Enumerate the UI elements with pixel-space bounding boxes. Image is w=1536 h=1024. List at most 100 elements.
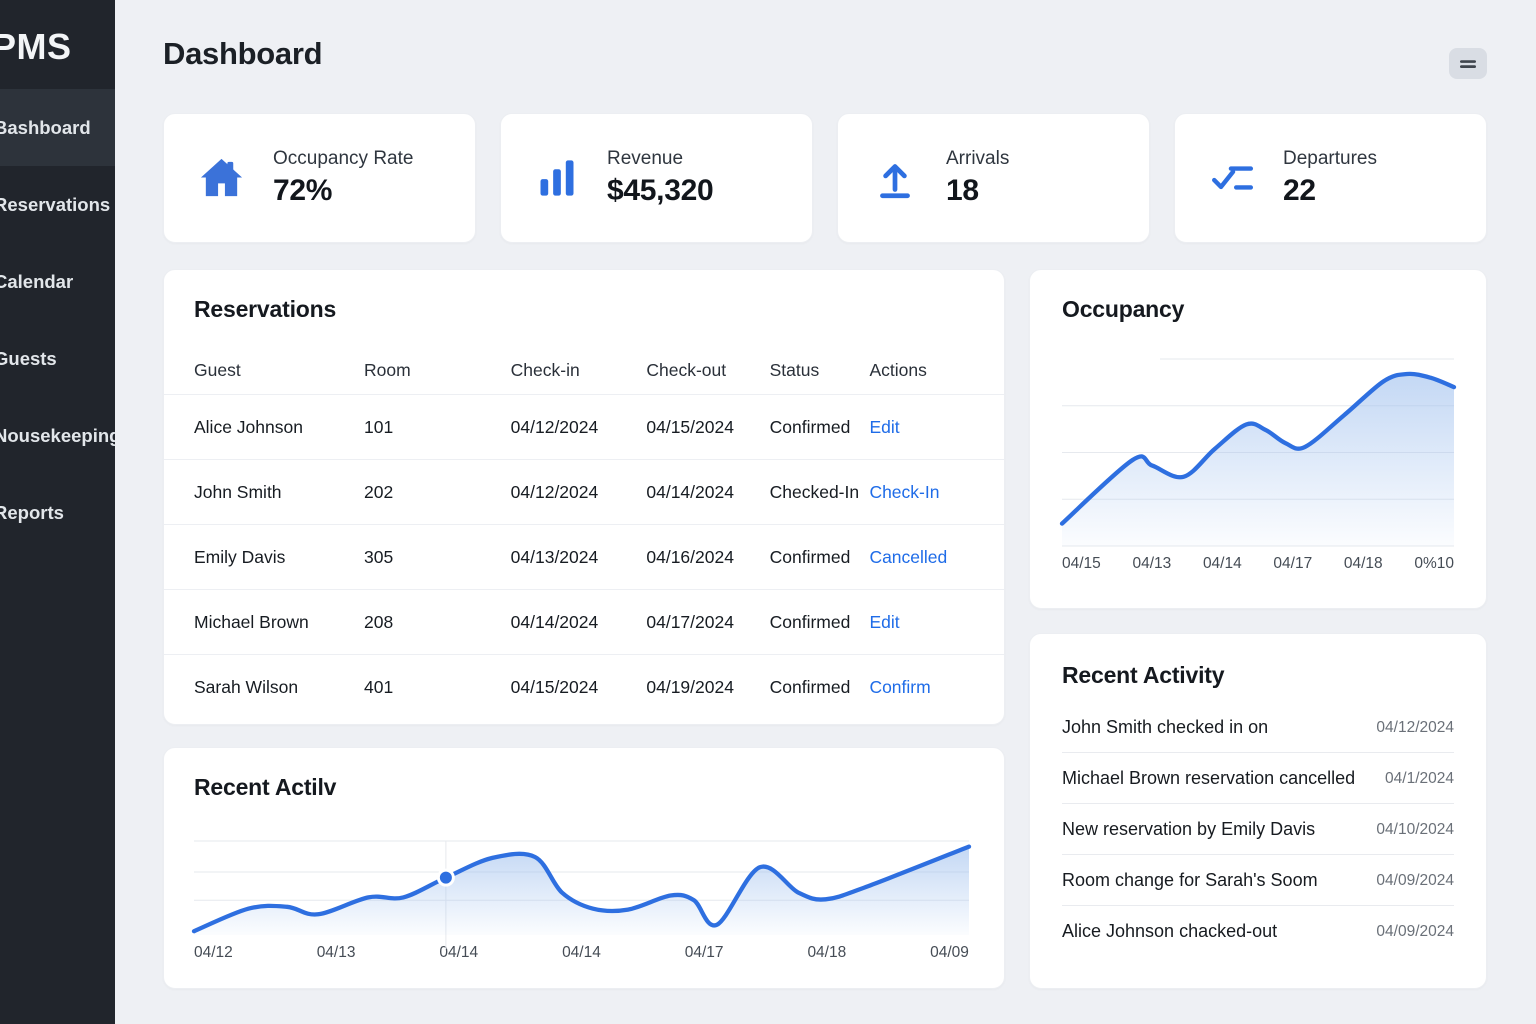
x-tick-label: 04/14 xyxy=(439,944,479,961)
hamburger-icon xyxy=(1458,56,1478,72)
cell-check-out: 04/14/2024 xyxy=(646,481,734,502)
x-tick-label: 04/18 xyxy=(807,944,847,961)
cell-guest: Michael Brown xyxy=(194,611,309,632)
stat-value: 18 xyxy=(946,174,979,207)
house-icon xyxy=(198,155,245,202)
occupancy-chart-x-axis: 04/15 04/13 04/14 04/17 04/18 0%10 xyxy=(1062,555,1454,573)
activity-item: Alice Johnson chacked-out 04/09/2024 xyxy=(1062,906,1454,956)
activity-list: John Smith checked in on 04/12/2024 Michae… xyxy=(1062,702,1454,956)
stat-value: 22 xyxy=(1283,174,1316,207)
x-tick-label: 04/09 xyxy=(930,944,969,961)
recent-activity-trend-chart xyxy=(191,840,972,949)
trend-line xyxy=(1059,371,1457,526)
area-fill xyxy=(1062,373,1454,546)
activity-text: Alice Johnson chacked-out xyxy=(1062,921,1278,941)
action-link-check-in[interactable]: Check-In xyxy=(869,481,940,502)
activity-date: 04/1/2024 xyxy=(1385,769,1454,787)
activity-item: Room change for Sarah's Soom 04/09/2024 xyxy=(1062,855,1454,906)
x-tick-label: 04/15 xyxy=(1062,555,1101,572)
stat-card-revenue: Revenue $45,320 xyxy=(500,113,813,243)
occupancy-panel: Occupancy 04/15 04/13 04/14 04/17 04/18 0%10 xyxy=(1029,269,1487,609)
column-header-check-out: Check-out xyxy=(646,360,727,380)
page-header: Dashboard xyxy=(163,36,1487,79)
table-row: Emily Davis 305 04/13/2024 04/16/2024 Confir… xyxy=(164,525,1004,590)
arrival-arrow-icon xyxy=(872,155,918,201)
activity-item: Michael Brown reservation cancelled 04/1/… xyxy=(1062,753,1454,804)
stat-value: $45,320 xyxy=(607,174,714,207)
action-link-edit[interactable]: Edit xyxy=(869,611,900,632)
sidebar-item-reports[interactable]: Reports xyxy=(0,474,115,551)
x-tick-label: 04/17 xyxy=(1273,555,1313,572)
stat-card-occupancy-rate: Occupancy Rate 72% xyxy=(163,113,476,243)
sidebar-item-label: Reports xyxy=(0,501,64,523)
table-row: John Smith 202 04/12/2024 04/14/2024 Checked… xyxy=(164,460,1004,525)
recent-activity-chart-panel: Recent Actilv 04/12 04/13 04/14 04/14 04/17 0… xyxy=(163,747,1005,989)
app-logo: PMS xyxy=(0,26,72,67)
x-tick-label: 04/18 xyxy=(1343,555,1383,572)
sidebar-nav: Bashboard Reservations Calendar Guests Nouse… xyxy=(0,89,115,551)
stat-label: Departures xyxy=(1283,148,1377,169)
table-row: Michael Brown 208 04/14/2024 04/17/2024 Conf… xyxy=(164,590,1004,655)
occupancy-chart xyxy=(1059,358,1457,547)
bar-chart-icon xyxy=(535,156,579,200)
sidebar-item-label: Calendar xyxy=(0,270,74,292)
cell-status: Confirmed xyxy=(769,677,851,697)
activity-item: New reservation by Emily Davis 04/10/2024 xyxy=(1062,804,1454,855)
sidebar: PMS Bashboard Reservations Calendar Guests N… xyxy=(0,0,115,1024)
recent-activity-chart-x-axis: 04/12 04/13 04/14 04/14 04/17 04/18 04/09 xyxy=(194,944,969,962)
cell-check-in: 04/15/2024 xyxy=(510,677,599,697)
sidebar-item-calendar[interactable]: Calendar xyxy=(0,243,115,320)
main-content: Dashboard Occupancy Rate 72% Revenue $45,32… xyxy=(115,0,1536,1024)
table-row: Alice Johnson 101 04/12/2024 04/15/2024 Conf… xyxy=(164,395,1004,460)
activity-text: John Smith checked in on xyxy=(1062,717,1269,737)
stat-label: Arrivals xyxy=(946,148,1010,169)
cell-status: Checked-In xyxy=(769,481,860,502)
cell-room: 202 xyxy=(364,481,394,502)
x-tick-label: 04/12 xyxy=(194,944,233,961)
data-point-marker xyxy=(436,868,455,887)
sidebar-item-label: Bashboard xyxy=(0,116,91,138)
cell-guest: Emily Davis xyxy=(194,546,286,567)
sidebar-item-label: Nousekeeping xyxy=(0,424,115,446)
stats-row: Occupancy Rate 72% Revenue $45,320 Arrivals 1… xyxy=(163,113,1487,243)
occupancy-svg xyxy=(1059,358,1457,547)
stat-card-arrivals: Arrivals 18 xyxy=(837,113,1150,243)
column-header-status: Status xyxy=(769,360,820,380)
sidebar-item-bashboard[interactable]: Bashboard xyxy=(0,89,115,166)
activity-title: Recent Activity xyxy=(1062,662,1225,688)
table-header-row: Guest Room Check-in Check-out Status Actions xyxy=(164,347,1004,395)
cell-check-out: 04/15/2024 xyxy=(646,416,734,437)
cell-status: Confirmed xyxy=(769,546,851,567)
column-header-actions: Actions xyxy=(869,360,927,380)
sidebar-item-guests[interactable]: Guests xyxy=(0,320,115,397)
occupancy-title: Occupancy xyxy=(1062,296,1185,322)
cell-guest: Alice Johnson xyxy=(194,416,303,437)
stat-card-departures: Departures 22 xyxy=(1174,113,1487,243)
cell-check-out: 04/19/2024 xyxy=(646,677,734,697)
cell-check-in: 04/14/2024 xyxy=(510,611,599,632)
cell-check-in: 04/12/2024 xyxy=(510,481,599,502)
stat-label: Occupancy Rate xyxy=(273,148,414,169)
x-tick-label: 04/14 xyxy=(562,944,601,961)
x-tick-label: 04/14 xyxy=(1202,555,1242,572)
activity-text: Room change for Sarah's Soom xyxy=(1062,870,1318,890)
menu-button[interactable] xyxy=(1449,48,1487,79)
activity-text: Michael Brown reservation cancelled xyxy=(1062,768,1356,788)
cell-room: 401 xyxy=(364,677,394,697)
area-fill xyxy=(194,846,969,935)
sidebar-item-reservations[interactable]: Reservations xyxy=(0,166,115,243)
column-header-check-in: Check-in xyxy=(510,360,580,380)
stat-value: 72% xyxy=(273,174,333,207)
action-link-edit[interactable]: Edit xyxy=(869,416,900,437)
x-tick-label: 04/13 xyxy=(316,944,356,961)
action-link-cancelled[interactable]: Cancelled xyxy=(869,546,948,567)
cell-check-in: 04/13/2024 xyxy=(510,546,599,567)
activity-date: 04/10/2024 xyxy=(1376,820,1454,838)
departure-checklist-icon xyxy=(1209,155,1255,201)
reservations-table: Guest Room Check-in Check-out Status Actions A… xyxy=(164,347,1004,720)
action-link-confirm[interactable]: Confirm xyxy=(869,677,931,697)
cell-check-out: 04/16/2024 xyxy=(646,546,734,567)
table-row: Sarah Wilson 401 04/15/2024 04/19/2024 Confi… xyxy=(164,655,1004,720)
sidebar-item-nousekeeping[interactable]: Nousekeeping xyxy=(0,397,115,474)
x-tick-label: 04/13 xyxy=(1132,555,1172,572)
